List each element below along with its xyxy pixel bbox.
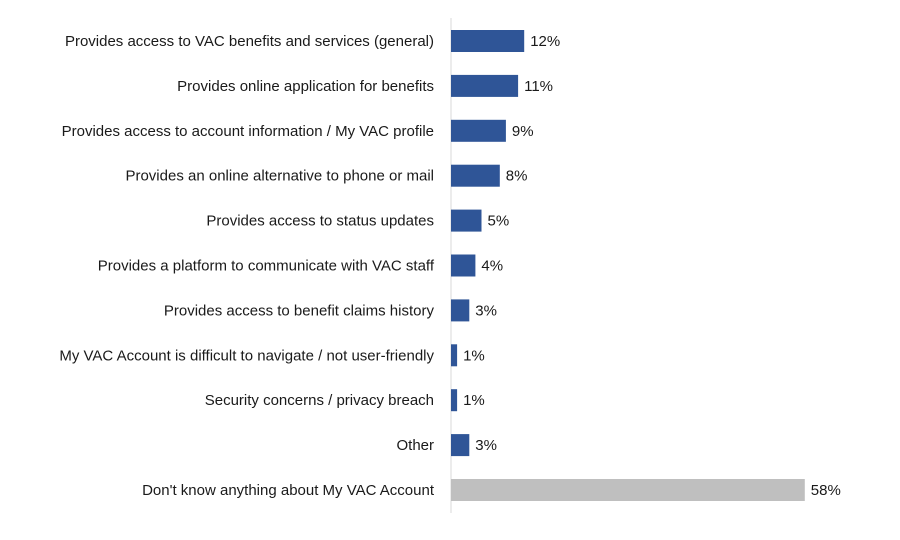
bar (451, 254, 476, 277)
bar (451, 434, 470, 457)
bar (451, 389, 458, 412)
bar (451, 209, 482, 232)
category-label: Provides access to status updates (206, 213, 434, 230)
value-label: 11% (524, 78, 553, 95)
value-label: 5% (488, 213, 510, 230)
category-label: Security concerns / privacy breach (205, 392, 434, 409)
category-label: Provides a platform to communicate with … (98, 257, 435, 274)
category-label: Provides access to benefit claims histor… (164, 302, 435, 319)
value-label: 1% (463, 392, 485, 409)
value-label: 12% (530, 33, 560, 50)
value-label: 1% (463, 347, 485, 364)
category-label: Don't know anything about My VAC Account (142, 482, 435, 499)
value-label: 3% (475, 437, 497, 454)
bar (451, 344, 458, 367)
bar (451, 74, 519, 97)
category-label: Other (396, 437, 434, 454)
value-label: 9% (512, 123, 534, 140)
category-label: Provides access to VAC benefits and serv… (65, 33, 434, 50)
bar (451, 119, 506, 142)
value-label: 8% (506, 168, 528, 185)
category-label: Provides access to account information /… (62, 123, 434, 140)
value-label: 3% (475, 302, 497, 319)
bar (451, 164, 500, 187)
bar (451, 299, 470, 322)
category-label: Provides an online alternative to phone … (125, 168, 434, 185)
value-label: 58% (811, 482, 841, 499)
bar (451, 30, 525, 52)
category-label: Provides online application for benefits (177, 78, 434, 95)
value-label: 4% (481, 257, 503, 274)
bar (451, 479, 805, 501)
category-label: My VAC Account is difficult to navigate … (59, 347, 434, 364)
